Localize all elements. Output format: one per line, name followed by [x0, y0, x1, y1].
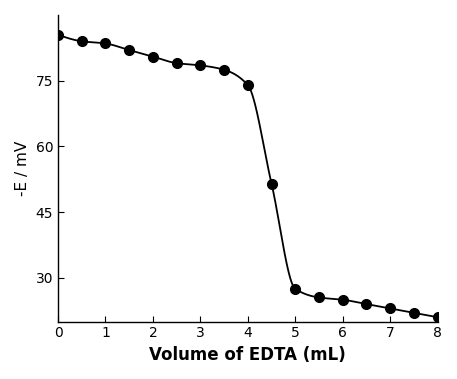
- Y-axis label: -E / mV: -E / mV: [15, 141, 30, 196]
- X-axis label: Volume of EDTA (mL): Volume of EDTA (mL): [149, 346, 346, 364]
